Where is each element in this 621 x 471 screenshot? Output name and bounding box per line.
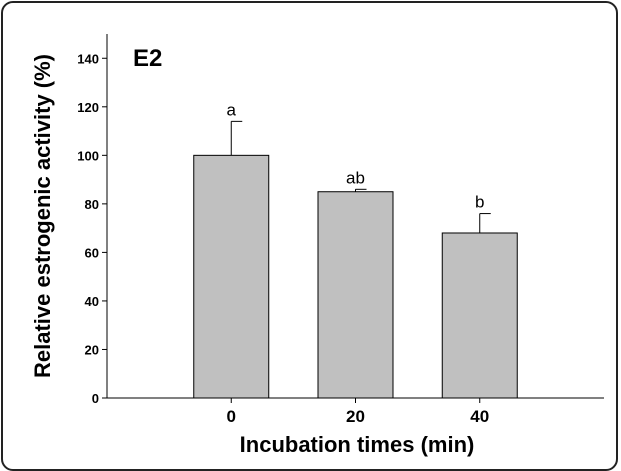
x-tick-label: 0 bbox=[227, 407, 236, 426]
bar-0 bbox=[193, 154, 270, 399]
y-tick-label: 140 bbox=[77, 51, 99, 66]
y-tick-label: 20 bbox=[85, 342, 99, 357]
significance-label-20: ab bbox=[346, 168, 365, 187]
x-tick-label: 40 bbox=[470, 407, 489, 426]
bar-chart: 0 20 40 60 80 100 120 140 0 20 40 a ab b E2 Relativ… bbox=[30, 34, 604, 457]
significance-label-0: a bbox=[227, 100, 237, 119]
y-tick-label: 0 bbox=[92, 391, 99, 406]
y-tick-label: 80 bbox=[85, 197, 99, 212]
panel-label: E2 bbox=[133, 45, 162, 72]
y-tick-label: 100 bbox=[77, 148, 99, 163]
significance-label-40: b bbox=[475, 193, 484, 212]
y-tick-label: 120 bbox=[77, 100, 99, 115]
y-axis-title: Relative estrogenic activity (%) bbox=[30, 54, 55, 378]
y-axis: 0 20 40 60 80 100 120 140 bbox=[77, 34, 108, 406]
x-axis: 0 20 40 bbox=[107, 397, 604, 426]
y-tick-label: 40 bbox=[85, 294, 99, 309]
y-tick-label: 60 bbox=[85, 245, 99, 260]
bar-40 bbox=[441, 232, 518, 399]
bar-20 bbox=[317, 191, 394, 399]
x-axis-title: Incubation times (min) bbox=[240, 432, 475, 457]
x-tick-label: 20 bbox=[346, 407, 365, 426]
bars: a ab b bbox=[193, 100, 518, 399]
